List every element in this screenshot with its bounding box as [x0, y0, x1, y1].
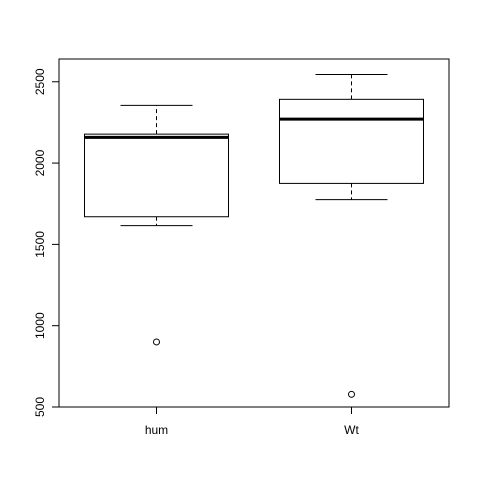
y-tick-label: 1500: [33, 231, 47, 258]
y-tick-label: 2000: [33, 149, 47, 176]
outlier-point: [153, 338, 160, 346]
x-axis: hum Wt: [145, 406, 359, 437]
y-tick-label: 2500: [33, 68, 47, 95]
iqr-box: [279, 98, 424, 184]
y-axis: 500 1000 1500 2000 2500: [33, 68, 60, 417]
boxes: [84, 73, 424, 398]
x-tick-label: hum: [145, 423, 168, 437]
box-Wt: [279, 73, 424, 398]
x-tick-label: Wt: [344, 423, 359, 437]
iqr-box: [84, 133, 229, 218]
y-tick-label: 1000: [33, 312, 47, 339]
box-hum: [84, 104, 229, 346]
y-tick-label: 500: [33, 397, 47, 417]
outlier-point: [348, 390, 355, 398]
